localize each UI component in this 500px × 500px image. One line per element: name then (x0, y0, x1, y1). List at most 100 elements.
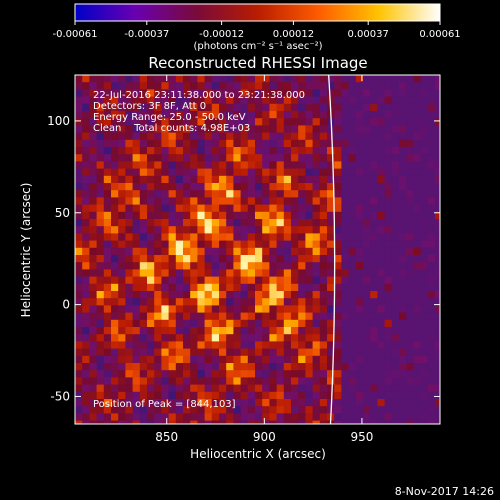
heatmap-cell (399, 406, 407, 414)
heatmap-cell (427, 413, 436, 421)
heatmap-cell (147, 197, 155, 205)
heatmap-cell (341, 312, 349, 321)
heatmap-cell (89, 291, 97, 299)
heatmap-cell (204, 118, 213, 126)
heatmap-cell (276, 204, 285, 213)
heatmap-cell (399, 298, 407, 306)
heatmap-cell (219, 327, 227, 335)
heatmap-cell (319, 139, 328, 148)
heatmap-cell (384, 111, 393, 119)
heatmap-cell (399, 319, 407, 328)
heatmap-cell (89, 211, 97, 220)
heatmap-cell (377, 341, 385, 349)
heatmap-cell (233, 211, 241, 220)
heatmap-cell (233, 89, 241, 97)
heatmap-cell (327, 363, 335, 371)
heatmap-cell (255, 132, 263, 141)
heatmap-cell (197, 363, 205, 371)
heatmap-cell (298, 82, 306, 90)
heatmap-cell (370, 384, 378, 393)
heatmap-cell (247, 334, 256, 342)
chart-title: Reconstructed RHESSI Image (148, 54, 367, 72)
heatmap-cell (89, 305, 97, 313)
heatmap-cell (435, 262, 440, 270)
heatmap-cell (154, 89, 162, 97)
heatmap-cell (377, 363, 385, 371)
heatmap-cell (175, 240, 184, 249)
heatmap-cell (348, 348, 357, 357)
heatmap-cell (420, 233, 429, 241)
heatmap-cell (341, 89, 349, 97)
heatmap-cell (255, 183, 263, 191)
heatmap-cell (312, 154, 321, 162)
heatmap-cell (262, 291, 270, 299)
heatmap-cell (118, 111, 126, 119)
heatmap-cell (132, 168, 141, 177)
heatmap-cell (406, 399, 414, 407)
heatmap-cell (82, 255, 90, 263)
heatmap-cell (233, 139, 241, 148)
heatmap-cell (370, 406, 378, 414)
heatmap-cell (255, 262, 263, 270)
heatmap-cell (341, 348, 349, 357)
heatmap-cell (399, 247, 407, 256)
heatmap-cell (82, 125, 90, 133)
heatmap-cell (139, 111, 148, 119)
heatmap-cell (161, 118, 169, 126)
heatmap-cell (175, 204, 184, 213)
heatmap-cell (377, 269, 385, 277)
heatmap-cell (103, 370, 112, 378)
heatmap-cell (154, 255, 162, 263)
heatmap-cell (103, 132, 112, 141)
heatmap-cell (132, 175, 141, 184)
heatmap-cell (348, 226, 357, 234)
heatmap-cell (391, 370, 400, 378)
heatmap-cell (377, 103, 385, 112)
heatmap-cell (427, 139, 436, 148)
heatmap-cell (111, 391, 119, 400)
heatmap-cell (391, 183, 400, 191)
heatmap-cell (391, 175, 400, 184)
heatmap-cell (190, 175, 198, 184)
heatmap-cell (125, 168, 133, 177)
heatmap-cell (247, 348, 256, 357)
heatmap-cell (276, 334, 285, 342)
heatmap-cell (175, 183, 184, 191)
heatmap-cell (125, 139, 133, 148)
heatmap-cell (75, 132, 83, 141)
heatmap-cell (399, 283, 407, 292)
annotation-peak-position: Position of Peak = [844,103] (93, 399, 236, 410)
heatmap-cell (363, 219, 371, 227)
heatmap-cell (363, 413, 371, 421)
heatmap-cell (283, 377, 292, 385)
heatmap-cell (291, 190, 299, 198)
heatmap-cell (348, 377, 357, 385)
heatmap-cell (406, 319, 414, 328)
heatmap-cell (96, 103, 105, 112)
heatmap-cell (139, 190, 148, 198)
heatmap-cell (96, 305, 105, 313)
heatmap-cell (269, 168, 277, 177)
heatmap-cell (406, 370, 414, 378)
heatmap-cell (89, 262, 97, 270)
heatmap-cell (406, 154, 414, 162)
heatmap-cell (125, 154, 133, 162)
heatmap-cell (204, 226, 213, 234)
heatmap-cell (291, 125, 299, 133)
heatmap-cell (319, 384, 328, 393)
heatmap-cell (197, 75, 205, 83)
heatmap-cell (269, 125, 277, 133)
heatmap-cell (96, 363, 105, 371)
heatmap-cell (197, 255, 205, 263)
heatmap-cell (276, 125, 285, 133)
heatmap-cell (377, 161, 385, 169)
heatmap-cell (406, 233, 414, 241)
heatmap-cell (355, 240, 364, 249)
heatmap-cell (132, 319, 141, 328)
heatmap-cell (348, 89, 357, 97)
heatmap-cell (161, 82, 169, 90)
heatmap-cell (233, 334, 241, 342)
heatmap-cell (111, 363, 119, 371)
heatmap-cell (132, 377, 141, 385)
heatmap-cell (363, 75, 371, 83)
